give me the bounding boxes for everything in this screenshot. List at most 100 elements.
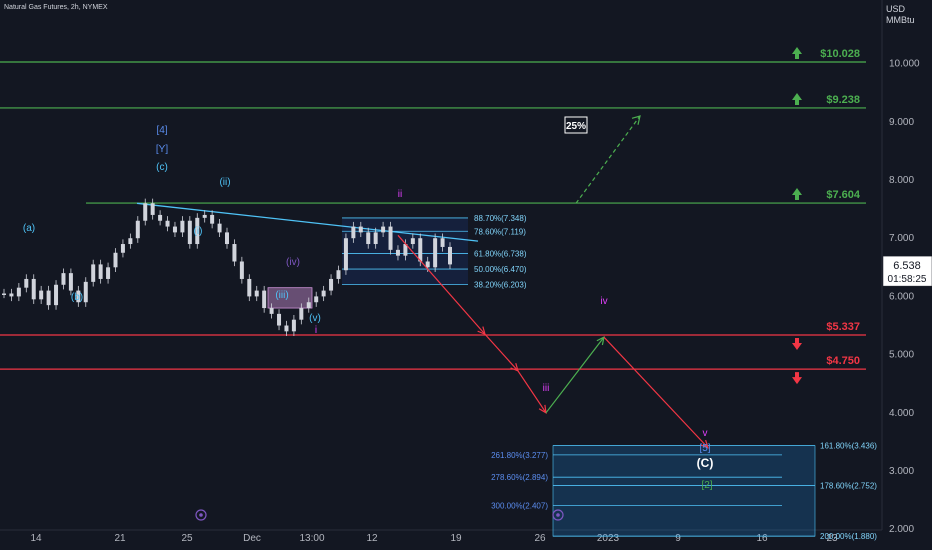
candle-body [120, 244, 125, 253]
candle-body [202, 214, 207, 218]
y-tick-label-4: 6.000 [889, 291, 914, 302]
wave-label-8: (iv) [286, 257, 300, 268]
percent-badge-box [564, 116, 588, 134]
wave-label-12: iii [543, 383, 550, 394]
wave-label-15: [5] [699, 443, 710, 454]
candle-body [448, 246, 452, 265]
candle-body [98, 264, 103, 279]
candle-body [150, 203, 155, 215]
candle-body [433, 238, 438, 268]
projection-segment-2 [517, 370, 547, 414]
projection-segment-4 [603, 336, 709, 449]
fib-retracement-label-1: 78.60%(7.119) [474, 227, 526, 236]
unit-measure: MMBtu [886, 15, 915, 25]
wave-iv-zone [267, 287, 313, 309]
candle-body [128, 238, 133, 245]
wave-label-9: (v) [309, 313, 321, 324]
projection-segment-0 [397, 234, 486, 335]
fib-retracement-label-0: 88.70%(7.348) [474, 214, 527, 223]
fib-retracement-label-2: 61.80%(6.738) [474, 249, 527, 258]
level-label-4: $4.750 [826, 355, 860, 367]
candle-body [39, 290, 44, 300]
candle-body [106, 267, 111, 279]
fib-target-label-1: 178.60%(2.752) [820, 481, 877, 490]
x-tick-label-4: 13:00 [299, 533, 324, 544]
last-price-value: 6.538 [893, 260, 921, 272]
fib-retracement-label-4: 38.20%(6.203) [474, 281, 527, 290]
level-label-0: $10.028 [820, 48, 860, 60]
candle-body [381, 226, 386, 233]
resistance-trendline [136, 202, 479, 242]
candle-body [217, 223, 222, 233]
percent-badge: 25% [566, 121, 586, 132]
wave-label-0: (a) [23, 223, 35, 234]
projection-segment-3 [545, 336, 605, 414]
unit-currency: USD [886, 4, 906, 14]
candle-body [336, 270, 341, 279]
candle-body [425, 261, 430, 268]
candle-body [9, 293, 14, 297]
candle-body [291, 319, 296, 332]
x-tick-label-2: 25 [181, 533, 193, 544]
candle-body [68, 273, 73, 291]
candle-body [284, 325, 289, 332]
candle-body [262, 290, 267, 309]
candle-body [277, 313, 282, 326]
wave-label-14: v [703, 428, 708, 439]
wave-label-3: [Y] [156, 144, 168, 155]
projection-arrowhead [700, 439, 709, 449]
x-tick-label-5: 12 [366, 533, 378, 544]
level-label-2: $7.604 [826, 189, 861, 201]
wave-label-16: (C) [697, 456, 714, 470]
candle-body [314, 296, 319, 303]
y-tick-label-2: 4.000 [889, 408, 914, 419]
chart-title: Natural Gas Futures, 2h, NYMEX [4, 4, 108, 11]
arrow-up-icon [792, 188, 802, 201]
candle-body [306, 302, 311, 309]
wave-label-2: [4] [156, 125, 167, 136]
bullish-alt-arrowhead [631, 115, 641, 125]
fib-ext-label-1: 278.60%(2.894) [491, 473, 548, 482]
candle-body [410, 238, 415, 245]
candle-body [210, 214, 215, 224]
candle-body [61, 273, 66, 285]
arrow-down-icon [792, 337, 802, 350]
candle-body [172, 226, 177, 233]
candle-body [16, 287, 21, 297]
candle-body [343, 238, 348, 271]
candle-body [373, 232, 378, 245]
bar-countdown: 01:58:25 [888, 274, 927, 285]
level-label-3: $5.337 [826, 321, 860, 333]
projection-arrowhead [538, 404, 547, 414]
x-tick-label-9: 9 [675, 533, 681, 544]
x-tick-label-1: 21 [114, 533, 126, 544]
candle-body [299, 308, 304, 320]
candle-body [76, 290, 81, 303]
event-marker-dot [199, 513, 203, 517]
wave-label-10: i [315, 325, 317, 336]
wave-label-4: (c) [156, 162, 168, 173]
arrow-down-icon [792, 372, 802, 385]
candle-body [351, 226, 356, 239]
candle-body [46, 290, 51, 306]
event-marker-dot [556, 513, 560, 517]
fib-target-label-0: 161.80%(3.436) [820, 442, 877, 451]
candle-body [83, 281, 88, 303]
y-tick-label-3: 5.000 [889, 350, 914, 361]
candle-body [358, 226, 363, 233]
x-tick-label-10: 16 [756, 533, 768, 544]
candle-body [113, 252, 118, 268]
candle-body [269, 308, 274, 314]
candle-body [388, 226, 393, 250]
y-tick-label-8: 10.000 [889, 59, 920, 70]
x-tick-label-11: 23 [826, 533, 838, 544]
candle-body [143, 203, 148, 221]
fib-target-label-2: 200.00%(1.880) [820, 532, 877, 541]
x-tick-label-3: Dec [243, 533, 261, 544]
candle-body [418, 238, 423, 262]
event-marker-icon [195, 509, 207, 521]
last-price-tag [882, 255, 932, 287]
candle-body [440, 238, 445, 247]
